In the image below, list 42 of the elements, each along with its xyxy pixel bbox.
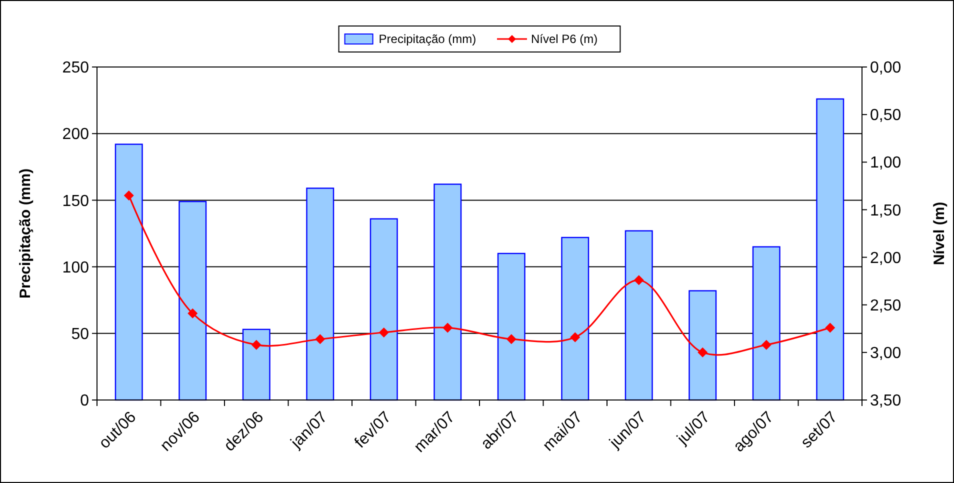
- bar: [624, 230, 653, 401]
- y2-tick-label: 3,50: [870, 392, 902, 410]
- y2-axis-title: Nível (m): [931, 202, 948, 266]
- y-tick-label: 250: [62, 60, 90, 77]
- point: [124, 190, 134, 200]
- legend-label: Precipitação (mm): [378, 32, 476, 46]
- point: [442, 322, 453, 333]
- y-tick-label: 150: [62, 192, 90, 210]
- y-axis-title: Precipitação (mm): [17, 168, 34, 299]
- bar: [306, 188, 334, 401]
- bar: [242, 328, 270, 401]
- point: [825, 322, 836, 333]
- point: [378, 327, 389, 338]
- bar: [114, 144, 143, 401]
- bar: [497, 252, 526, 401]
- legend-label: Nível P6 (m): [531, 32, 598, 46]
- bar: [178, 200, 207, 401]
- bar: [434, 184, 462, 401]
- y-tick-label: 100: [62, 259, 90, 276]
- bar: [370, 218, 398, 401]
- point: [315, 334, 326, 344]
- y-tick-label: 0: [80, 392, 90, 410]
- bar: [816, 98, 844, 401]
- point: [506, 334, 516, 344]
- point: [698, 347, 708, 358]
- y-tick-label: 50: [71, 326, 90, 343]
- bar: [561, 236, 590, 401]
- y2-tick-label: 3,00: [870, 345, 902, 362]
- y2-tick-label: 1,50: [870, 202, 902, 220]
- y2-tick-label: 2,50: [870, 297, 902, 314]
- point: [634, 275, 644, 286]
- y2-tick-label: 2,00: [870, 250, 902, 267]
- bar: [688, 290, 717, 401]
- y-tick-label: 200: [62, 126, 90, 144]
- point: [761, 340, 772, 350]
- y2-tick-label: 0,50: [870, 107, 902, 124]
- y2-tick-label: 0,00: [870, 60, 902, 77]
- bar: [752, 246, 780, 401]
- point: [251, 340, 262, 350]
- y2-tick-label: 1,00: [870, 154, 902, 172]
- point: [570, 332, 580, 342]
- point: [188, 308, 198, 318]
